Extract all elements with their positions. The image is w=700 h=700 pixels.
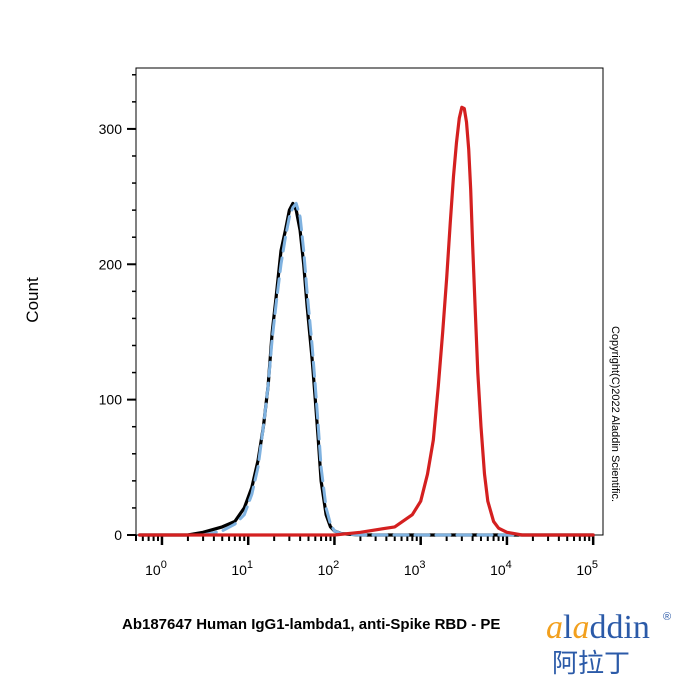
logo-wordmark: aladdin bbox=[546, 609, 650, 646]
x-tick-label: 105 bbox=[576, 559, 598, 578]
logo-registered-mark: ® bbox=[663, 611, 671, 623]
x-tick-label: 102 bbox=[318, 559, 340, 578]
x-tick-base: 10 bbox=[231, 562, 247, 578]
y-tick-label: 100 bbox=[99, 392, 123, 408]
aladdin-logo: aladdin ® 阿拉丁 bbox=[546, 609, 671, 679]
x-tick-base: 10 bbox=[318, 562, 334, 578]
plot-frame bbox=[135, 67, 604, 536]
y-axis: 0 100 200 300 bbox=[99, 74, 136, 543]
x-tick-exponent: 1 bbox=[247, 559, 253, 571]
x-tick-exponent: 2 bbox=[333, 559, 339, 571]
x-tick-label: 100 bbox=[145, 559, 167, 578]
plot-border bbox=[135, 67, 604, 536]
x-tick-label: 101 bbox=[231, 559, 253, 578]
series-line-1 bbox=[138, 201, 595, 537]
copyright-text: Copyright(C)2022 Aladdin Scientific. bbox=[609, 326, 621, 502]
x-tick-exponent: 0 bbox=[161, 559, 167, 571]
series-line-3 bbox=[138, 105, 595, 537]
x-tick-base: 10 bbox=[490, 562, 506, 578]
x-tick-base: 10 bbox=[576, 562, 592, 578]
x-tick-exponent: 5 bbox=[592, 559, 598, 571]
x-tick-base: 10 bbox=[404, 562, 420, 578]
logo-letter-a-2: a bbox=[572, 609, 589, 646]
y-tick-label: 200 bbox=[99, 256, 123, 272]
x-tick-exponent: 3 bbox=[419, 559, 425, 571]
x-tick-label: 103 bbox=[404, 559, 426, 578]
series-layer bbox=[138, 105, 595, 537]
x-axis: 100 101 102 103 104 105 bbox=[135, 535, 598, 578]
x-tick-label: 104 bbox=[490, 559, 512, 578]
y-tick-label: 300 bbox=[99, 121, 123, 137]
x-tick-exponent: 4 bbox=[506, 559, 512, 571]
y-tick-label: 0 bbox=[114, 527, 122, 543]
logo-letter-a-1: a bbox=[546, 609, 563, 646]
logo-letter-l: l bbox=[563, 609, 572, 646]
logo-letters-ddin: ddin bbox=[589, 609, 649, 646]
x-axis-title: Ab187647 Human IgG1-lambda1, anti-Spike … bbox=[122, 616, 500, 633]
y-axis-title: Count bbox=[23, 277, 42, 323]
logo-chinese: 阿拉丁 bbox=[552, 649, 630, 679]
x-tick-base: 10 bbox=[145, 562, 161, 578]
series-line-2 bbox=[138, 201, 595, 537]
